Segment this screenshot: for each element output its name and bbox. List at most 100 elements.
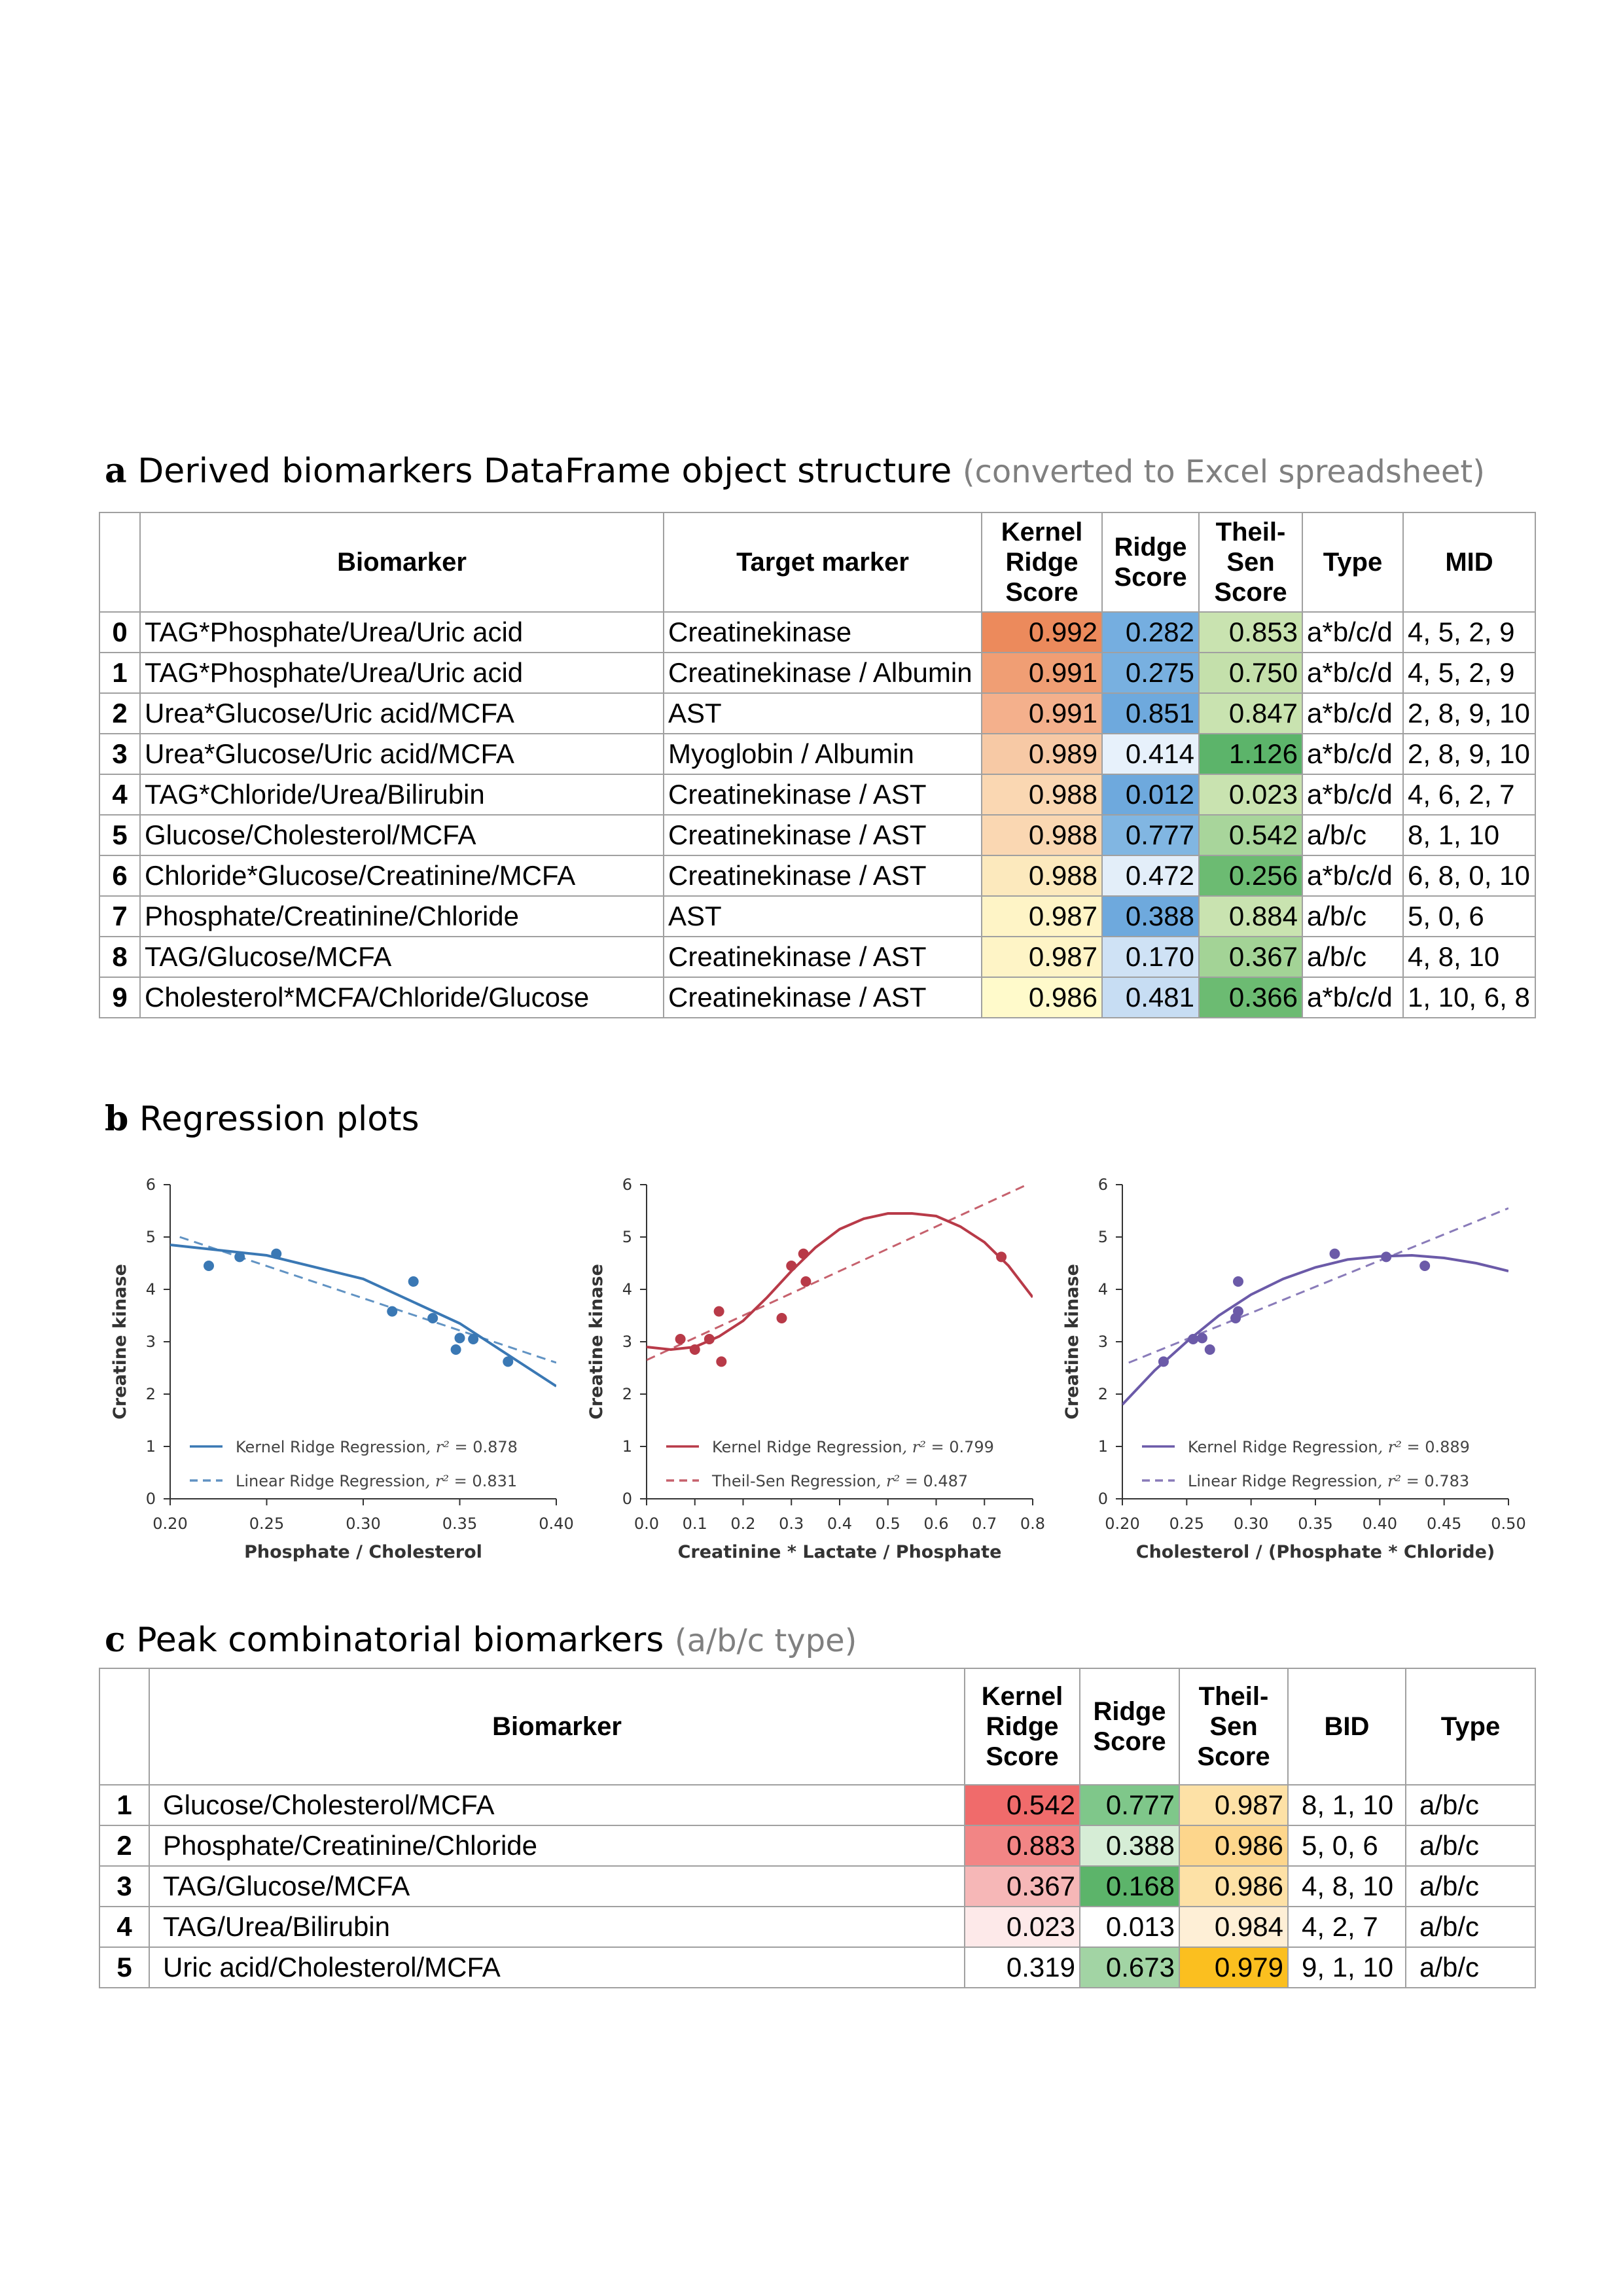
row-index: 1: [99, 1784, 150, 1826]
target-marker-cell: Creatinekinase / AST: [663, 936, 982, 978]
y-tick-label: 4: [1098, 1280, 1108, 1299]
x-axis-label: Creatinine * Lactate / Phosphate: [678, 1542, 1002, 1562]
regression-plot-1: 0 1 2 3 4 5 6 0.20 0.25 0.30 0.35 0.40 Phosphate / C…: [110, 1175, 574, 1562]
y-tick-label: 3: [622, 1333, 632, 1351]
x-tick-label: 0.7: [972, 1515, 997, 1533]
x-tick-label: 0.2: [730, 1515, 755, 1533]
type-cell: a*b/c/d: [1302, 652, 1404, 694]
biomarker-cell: TAG*Phosphate/Urea/Uric acid: [139, 652, 664, 694]
theil-sen-score-header: Theil- Sen Score: [1198, 512, 1303, 613]
y-tick-label: 6: [1098, 1175, 1108, 1194]
data-point: [387, 1306, 398, 1317]
theil-sen-score-cell: 0.986: [1179, 1825, 1289, 1867]
table-header-row: Biomarker Target marker Kernel Ridge Sco…: [99, 512, 1536, 613]
data-point: [786, 1261, 797, 1271]
type-cell: a/b/c: [1302, 814, 1404, 856]
y-tick-label: 4: [146, 1280, 156, 1299]
x-axis-label: Cholesterol / (Phosphate * Chloride): [1136, 1542, 1495, 1562]
row-index: 0: [99, 611, 141, 653]
table-row: 6 Chloride*Glucose/Creatinine/MCFA Creatin…: [99, 855, 1536, 897]
y-tick-label: 2: [622, 1385, 632, 1403]
legend-r2-value: 0.878: [473, 1438, 518, 1456]
target-marker-cell: AST: [663, 692, 982, 734]
legend-r2-value: 0.889: [1425, 1438, 1470, 1456]
table-row: 5 Uric acid/Cholesterol/MCFA 0.319 0.673 0.9…: [99, 1946, 1536, 1988]
mid-cell: 4, 5, 2, 9: [1402, 611, 1536, 653]
type-cell: a*b/c/d: [1302, 733, 1404, 775]
kernel-ridge-score-cell: 0.992: [981, 611, 1103, 653]
kernel-ridge-score-cell: 0.023: [964, 1906, 1080, 1948]
x-axis-label: Phosphate / Cholesterol: [244, 1542, 482, 1562]
ridge-score-header: Ridge Score: [1079, 1668, 1180, 1785]
legend-r2-label: , r² =: [902, 1438, 950, 1456]
table-row: 7 Phosphate/Creatinine/Chloride AST 0.987 0.…: [99, 895, 1536, 937]
target-marker-cell: Creatinekinase / AST: [663, 855, 982, 897]
ridge-score-cell: 0.013: [1079, 1906, 1180, 1948]
data-point: [271, 1248, 282, 1259]
ridge-score-cell: 0.777: [1079, 1784, 1180, 1826]
row-index: 9: [99, 977, 141, 1018]
kernel-ridge-score-header: Kernel Ridge Score: [964, 1668, 1080, 1785]
biomarker-cell: TAG*Phosphate/Urea/Uric acid: [139, 611, 664, 653]
data-point: [1188, 1334, 1199, 1344]
data-point: [996, 1251, 1007, 1263]
theil-sen-score-cell: 0.984: [1179, 1906, 1289, 1948]
y-tick-label: 3: [1098, 1333, 1108, 1351]
kernel-ridge-score-cell: 0.883: [964, 1825, 1080, 1867]
theil-sen-score-cell: 0.853: [1198, 611, 1303, 653]
type-cell: a/b/c: [1405, 1825, 1536, 1867]
biomarker-cell: TAG/Glucose/MCFA: [139, 936, 664, 978]
type-cell: a*b/c/d: [1302, 855, 1404, 897]
kernel-ridge-score-cell: 0.319: [964, 1946, 1080, 1988]
index-header: [99, 512, 141, 613]
target-marker-cell: AST: [663, 895, 982, 937]
row-index: 1: [99, 652, 141, 694]
target-marker-cell: Creatinekinase: [663, 611, 982, 653]
theil-sen-score-cell: 0.542: [1198, 814, 1303, 856]
biomarker-cell: Glucose/Cholesterol/MCFA: [139, 814, 664, 856]
y-tick-label: 5: [1098, 1228, 1108, 1246]
x-tick-label: 0.35: [442, 1515, 477, 1533]
x-tick-label: 0.40: [539, 1515, 573, 1533]
data-point: [689, 1344, 700, 1355]
type-cell: a/b/c: [1405, 1865, 1536, 1907]
legend-series-name: Kernel Ridge Regression: [712, 1438, 902, 1456]
theil-sen-score-cell: 0.987: [1179, 1784, 1289, 1826]
mid-cell: 2, 8, 9, 10: [1402, 733, 1536, 775]
mid-cell: 8, 1, 10: [1402, 814, 1536, 856]
ridge-score-cell: 0.481: [1101, 977, 1200, 1018]
ridge-score-cell: 0.012: [1101, 774, 1200, 816]
type-cell: a*b/c/d: [1302, 774, 1404, 816]
x-tick-label: 0.20: [152, 1515, 187, 1533]
index-header: [99, 1668, 150, 1785]
theil-sen-score-cell: 0.847: [1198, 692, 1303, 734]
ridge-score-cell: 0.168: [1079, 1865, 1180, 1907]
table-row: 2 Phosphate/Creatinine/Chloride 0.883 0.388…: [99, 1825, 1536, 1867]
theil-sen-score-cell: 0.884: [1198, 895, 1303, 937]
target-marker-cell: Creatinekinase / AST: [663, 977, 982, 1018]
section-title-text: Derived biomarkers DataFrame object stru…: [137, 452, 952, 491]
section-title-text: Regression plots: [139, 1100, 419, 1139]
regression-plot-3: 0 1 2 3 4 5 6 0.20 0.25 0.30 0.35 0.40 0.45 0.50 Chole…: [1062, 1175, 1526, 1562]
y-tick-label: 2: [146, 1385, 156, 1403]
data-point: [776, 1313, 787, 1323]
solid-regression-line: [1122, 1253, 1508, 1406]
section-letter: a: [105, 451, 127, 491]
target-marker-cell: Myoglobin / Albumin: [663, 733, 982, 775]
data-point: [716, 1356, 727, 1367]
ridge-score-cell: 0.170: [1101, 936, 1200, 978]
target-marker-header: Target marker: [663, 512, 982, 613]
biomarker-cell: TAG/Glucose/MCFA: [149, 1865, 965, 1907]
data-point: [1233, 1276, 1243, 1287]
section-subtitle: (a/b/c type): [674, 1623, 857, 1659]
legend-r2-value: 0.831: [472, 1472, 517, 1490]
biomarkers-dataframe-table: Biomarker Target marker Kernel Ridge Sco…: [99, 512, 1536, 1018]
section-b-title: b Regression plots: [105, 1100, 419, 1139]
x-tick-label: 0.20: [1105, 1515, 1139, 1533]
table-row: 1 Glucose/Cholesterol/MCFA 0.542 0.777 0.987…: [99, 1784, 1536, 1826]
kernel-ridge-score-cell: 0.989: [981, 733, 1103, 775]
legend-series-name: Linear Ridge Regression: [236, 1472, 425, 1490]
data-point: [713, 1306, 724, 1317]
data-point: [1204, 1344, 1215, 1355]
type-cell: a*b/c/d: [1302, 611, 1404, 653]
